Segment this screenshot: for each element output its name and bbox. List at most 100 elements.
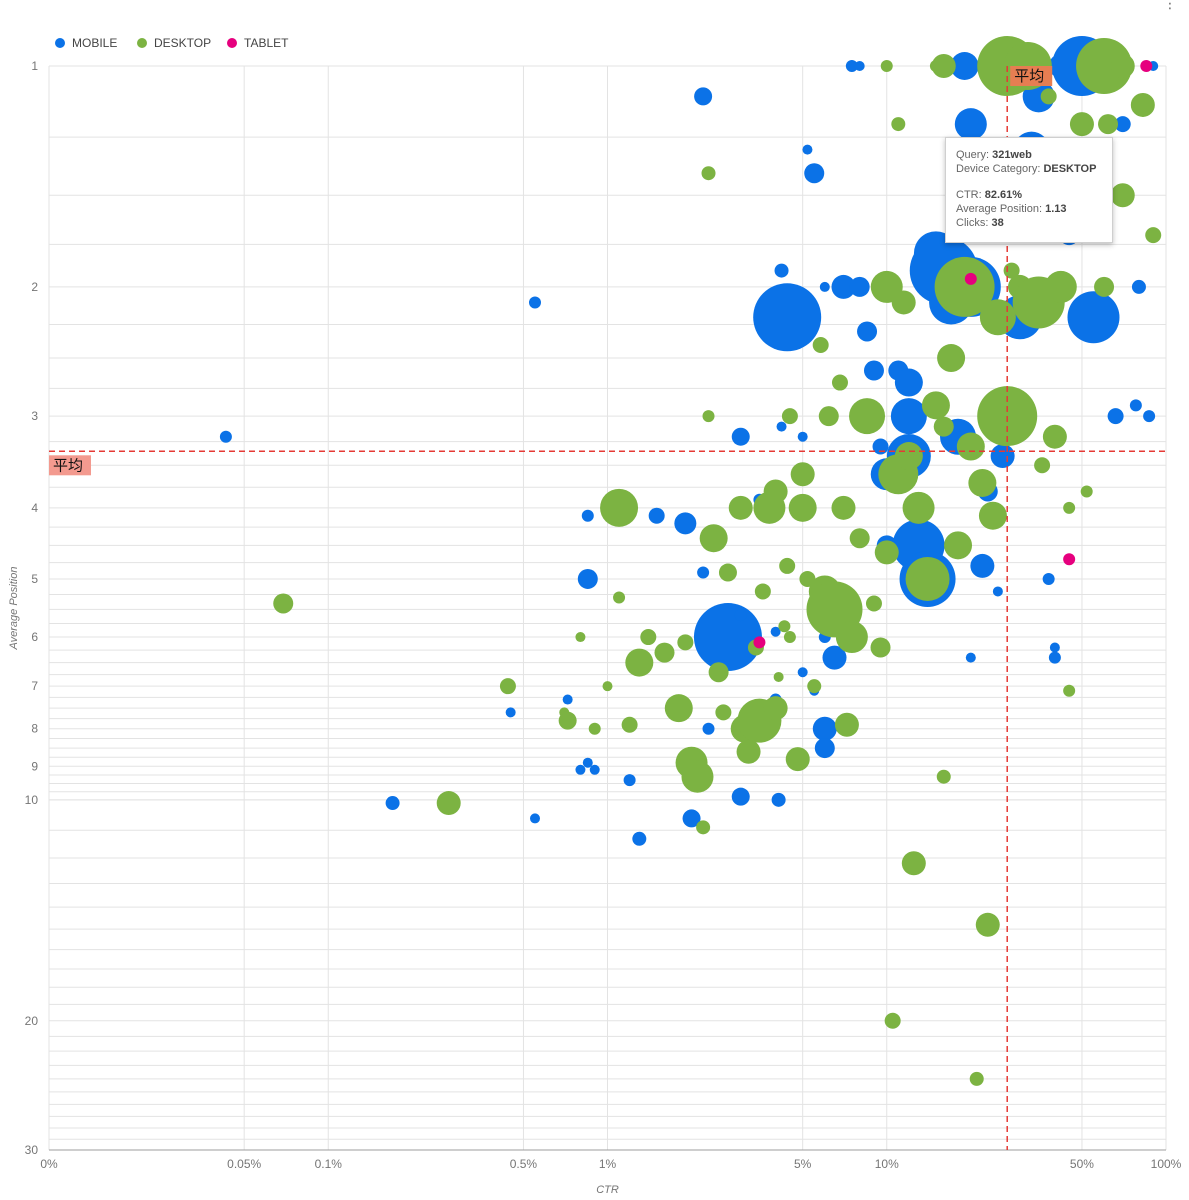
point-mobile[interactable] (682, 809, 701, 828)
point-desktop[interactable] (654, 642, 675, 663)
point-mobile[interactable] (965, 652, 976, 663)
point-mobile[interactable] (753, 283, 822, 352)
point-mobile[interactable] (648, 507, 665, 524)
point-mobile[interactable] (577, 568, 598, 589)
point-desktop[interactable] (936, 769, 951, 784)
point-mobile[interactable] (575, 764, 586, 775)
point-desktop[interactable] (664, 694, 693, 723)
point-desktop[interactable] (783, 631, 796, 644)
point-desktop[interactable] (891, 290, 916, 315)
point-tablet[interactable] (1140, 60, 1153, 72)
point-desktop[interactable] (696, 820, 711, 835)
point-mobile[interactable] (822, 645, 847, 670)
point-mobile[interactable] (1114, 116, 1131, 133)
point-mobile[interactable] (731, 787, 750, 806)
point-mobile[interactable] (812, 716, 837, 741)
point-desktop[interactable] (891, 117, 906, 132)
point-desktop[interactable] (273, 593, 294, 614)
point-mobile[interactable] (528, 296, 541, 309)
point-mobile[interactable] (632, 831, 647, 846)
point-mobile[interactable] (219, 430, 232, 443)
point-desktop[interactable] (880, 60, 893, 72)
point-desktop[interactable] (715, 704, 732, 721)
point-desktop[interactable] (831, 495, 856, 520)
point-mobile[interactable] (802, 144, 813, 155)
point-desktop[interactable] (773, 671, 784, 682)
point-desktop[interactable] (640, 629, 657, 646)
point-desktop[interactable] (763, 479, 788, 504)
point-desktop[interactable] (865, 595, 882, 612)
point-desktop[interactable] (677, 634, 694, 651)
point-mobile[interactable] (1107, 408, 1124, 425)
point-desktop[interactable] (1110, 183, 1135, 208)
point-mobile[interactable] (1048, 651, 1061, 664)
point-mobile[interactable] (694, 87, 713, 106)
point-mobile[interactable] (529, 813, 540, 824)
point-desktop[interactable] (921, 391, 950, 420)
point-desktop[interactable] (1110, 54, 1135, 78)
point-mobile[interactable] (582, 757, 593, 768)
point-mobile[interactable] (385, 796, 400, 811)
point-mobile[interactable] (849, 276, 870, 297)
point-mobile[interactable] (814, 738, 835, 759)
point-desktop[interactable] (931, 54, 956, 78)
point-desktop[interactable] (933, 416, 954, 437)
point-mobile[interactable] (819, 281, 830, 292)
point-desktop[interactable] (736, 739, 761, 764)
point-desktop[interactable] (834, 712, 859, 737)
point-mobile[interactable] (831, 274, 856, 299)
point-desktop[interactable] (779, 557, 796, 574)
point-desktop[interactable] (1042, 424, 1067, 449)
point-desktop[interactable] (969, 1071, 984, 1086)
point-desktop[interactable] (812, 337, 829, 354)
point-mobile[interactable] (770, 626, 781, 637)
point-desktop[interactable] (975, 912, 1000, 937)
point-mobile[interactable] (734, 609, 747, 622)
point-desktop[interactable] (831, 374, 848, 391)
point-mobile[interactable] (992, 586, 1003, 597)
point-mobile[interactable] (970, 553, 995, 578)
point-desktop[interactable] (702, 410, 715, 423)
point-desktop[interactable] (788, 493, 817, 522)
point-desktop[interactable] (1044, 270, 1077, 303)
point-mobile[interactable] (674, 512, 697, 535)
point-mobile[interactable] (1049, 642, 1060, 653)
point-mobile[interactable] (702, 722, 715, 735)
point-desktop[interactable] (558, 711, 577, 730)
point-desktop[interactable] (944, 531, 973, 560)
point-mobile[interactable] (731, 427, 750, 446)
point-desktop[interactable] (1076, 38, 1133, 94)
point-mobile[interactable] (797, 431, 808, 442)
point-mobile[interactable] (1131, 279, 1146, 294)
point-desktop[interactable] (1063, 501, 1076, 514)
point-desktop[interactable] (979, 299, 1016, 336)
point-mobile[interactable] (581, 509, 594, 522)
point-mobile[interactable] (857, 321, 878, 342)
point-desktop[interactable] (901, 851, 926, 876)
point-desktop[interactable] (835, 621, 868, 654)
point-desktop[interactable] (701, 166, 716, 181)
point-desktop[interactable] (1145, 227, 1162, 244)
point-desktop[interactable] (1094, 276, 1115, 297)
point-desktop[interactable] (978, 501, 1007, 530)
point-desktop[interactable] (807, 679, 822, 694)
point-desktop[interactable] (781, 408, 798, 425)
point-desktop[interactable] (937, 344, 966, 373)
point-desktop[interactable] (754, 583, 771, 600)
point-desktop[interactable] (1034, 457, 1051, 474)
point-desktop[interactable] (790, 462, 815, 487)
point-desktop[interactable] (905, 556, 950, 601)
point-desktop[interactable] (1069, 112, 1094, 137)
point-mobile[interactable] (894, 368, 923, 397)
point-desktop[interactable] (718, 563, 737, 582)
point-desktop[interactable] (849, 398, 886, 435)
point-desktop[interactable] (613, 591, 626, 604)
point-mobile[interactable] (774, 263, 789, 278)
point-mobile[interactable] (845, 60, 858, 72)
point-desktop[interactable] (894, 442, 923, 471)
point-tablet[interactable] (964, 272, 977, 285)
point-desktop[interactable] (699, 524, 728, 553)
more-vert-icon[interactable]: ⋮ (1163, 0, 1177, 11)
point-mobile[interactable] (990, 444, 1015, 469)
point-mobile[interactable] (872, 438, 889, 455)
